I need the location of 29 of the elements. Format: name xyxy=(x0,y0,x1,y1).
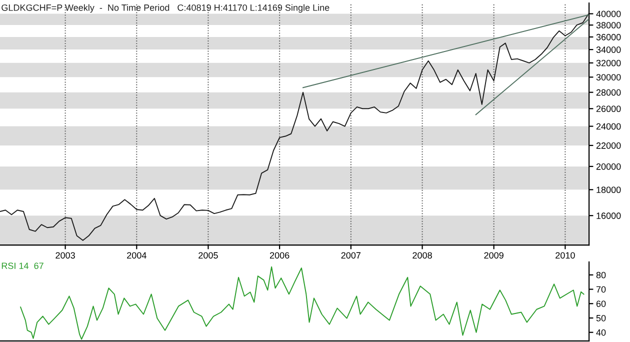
y-tick-label: 30000 xyxy=(596,74,621,80)
y-tick-label: 28000 xyxy=(596,89,621,96)
y-tick-label: 38000 xyxy=(596,22,621,28)
y-tick-label: 24000 xyxy=(596,123,621,130)
x-tick-label: 2005 xyxy=(198,252,218,259)
x-tick-label: 2003 xyxy=(56,252,75,259)
y-tick-label: 36000 xyxy=(596,34,621,40)
y-tick-label: 16000 xyxy=(596,212,621,219)
y-tick-label: 40 xyxy=(596,329,606,336)
y-tick-label: 40000 xyxy=(596,10,621,18)
x-tick-label: 2008 xyxy=(412,252,432,259)
x-tick-label: 2010 xyxy=(556,252,575,259)
line-series xyxy=(0,13,590,241)
x-tick-label: 2006 xyxy=(270,252,290,259)
y-tick-label: 22000 xyxy=(596,142,621,149)
y-tick-label: 20000 xyxy=(596,163,621,170)
y-tick-label: 70 xyxy=(596,286,606,293)
y-tick-label: 50 xyxy=(596,314,606,322)
chart-title: GLDKGCHF=P Weekly - No Time Period C:40819 H:41170 L:14169 Single Line xyxy=(2,4,330,13)
y-tick-label: 34000 xyxy=(596,46,621,53)
y-tick-label: 26000 xyxy=(596,106,621,112)
y-tick-label: 32000 xyxy=(596,60,621,66)
y-tick-label: 80 xyxy=(596,272,606,278)
x-tick-label: 2004 xyxy=(127,252,146,259)
x-tick-label: 2007 xyxy=(341,252,361,259)
y-tick-label: 18000 xyxy=(596,186,621,194)
y-tick-label: 60 xyxy=(596,300,606,307)
chart-title: RSI 14 67 xyxy=(2,262,44,269)
x-tick-label: 2009 xyxy=(484,252,504,259)
